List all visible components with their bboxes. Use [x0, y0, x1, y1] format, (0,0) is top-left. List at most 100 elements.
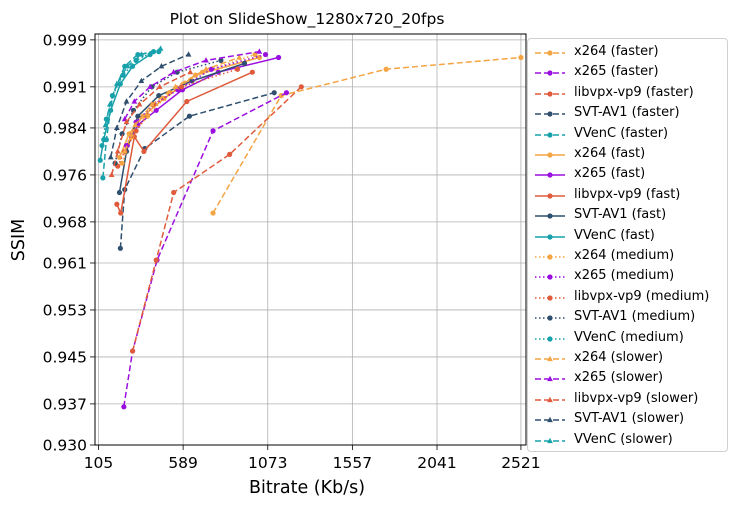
legend-marker: [547, 254, 553, 260]
chart-title: Plot on SlideShow_1280x720_20fps: [170, 10, 445, 29]
data-point: [157, 45, 164, 51]
legend-swatch: [535, 70, 565, 76]
grid: [95, 34, 526, 446]
series-x264-faster: [210, 54, 524, 216]
data-point: [114, 201, 120, 207]
legend-swatch: [535, 416, 565, 423]
series-libvpx-vp9-fast: [114, 69, 255, 216]
data-point: [119, 160, 125, 166]
legend-marker: [547, 91, 553, 97]
series-svt-av1-slower: [107, 51, 192, 160]
legend-marker: [547, 396, 553, 402]
data-point: [124, 63, 131, 69]
data-point: [298, 84, 304, 90]
data-point: [241, 60, 248, 66]
series-line: [110, 71, 191, 176]
data-point: [208, 66, 214, 72]
x-tick-label: 1557: [333, 454, 372, 472]
legend-swatch: [535, 172, 565, 178]
legend-label: libvpx-vp9 (fast): [574, 186, 681, 202]
data-point: [129, 348, 136, 354]
data-point: [256, 54, 262, 61]
data-point: [227, 151, 233, 157]
data-point: [203, 57, 209, 63]
data-point: [108, 171, 115, 177]
legend-label: SVT-AV1 (fast): [574, 207, 667, 223]
data-point: [187, 68, 194, 75]
data-point: [210, 210, 216, 216]
data-point: [131, 98, 138, 104]
series-line: [104, 47, 161, 126]
data-point: [107, 154, 114, 160]
data-point: [184, 98, 190, 105]
legend-label: libvpx-vp9 (medium): [574, 288, 710, 304]
legend-item: x264 (faster): [528, 42, 728, 62]
y-tick-label: 0.961: [43, 254, 87, 272]
data-point: [210, 128, 216, 134]
series-svt-av1-medium: [112, 57, 224, 166]
data-point: [156, 93, 162, 99]
data-point: [148, 101, 155, 107]
legend-swatch: [535, 91, 565, 97]
data-point: [123, 142, 130, 149]
series-line: [124, 50, 260, 120]
legend-item: x265 (slower): [528, 368, 728, 388]
series-line: [125, 53, 266, 146]
data-point: [234, 66, 241, 72]
legend-item: x264 (medium): [528, 246, 728, 266]
data-point: [156, 83, 163, 89]
y-axis-label: SSIM: [9, 219, 29, 261]
x-axis-label: Bitrate (Kb/s): [249, 478, 365, 498]
legend-marker: [547, 315, 553, 321]
data-point: [252, 51, 258, 58]
legend-swatch: [535, 152, 565, 158]
legend-label: VVenC (medium): [574, 329, 684, 345]
data-point: [113, 80, 120, 86]
x-tick-label: 105: [84, 454, 114, 472]
data-point: [121, 148, 128, 154]
legend-label: VVenC (fast): [574, 227, 655, 243]
data-point: [262, 51, 269, 58]
y-tick-label: 0.984: [43, 119, 87, 137]
x-tick-label: 2041: [417, 454, 456, 472]
legend-item: VVenC (faster): [528, 124, 728, 144]
series-line: [116, 71, 253, 216]
data-point: [153, 257, 159, 263]
data-point: [203, 65, 209, 72]
legend-swatch: [535, 213, 565, 219]
legend-item: VVenC (medium): [528, 328, 728, 348]
data-point: [178, 84, 185, 90]
legend-swatch: [535, 50, 565, 56]
data-point: [102, 121, 109, 128]
data-point: [132, 121, 139, 128]
legend-label: x264 (medium): [574, 248, 675, 263]
data-point: [100, 175, 106, 181]
y-tick-label: 0.945: [43, 348, 87, 366]
data-point: [283, 90, 290, 96]
legend-label: x264 (faster): [574, 44, 659, 59]
data-point: [138, 51, 145, 57]
legend-marker: [547, 131, 553, 138]
data-point: [107, 101, 113, 107]
data-point: [129, 63, 136, 69]
data-point: [120, 72, 126, 78]
series-line: [124, 56, 240, 152]
data-point: [113, 124, 120, 131]
data-point: [138, 77, 145, 84]
y-tick-label: 0.953: [43, 301, 87, 319]
legend-item: SVT-AV1 (slower): [528, 409, 728, 429]
legend-swatch: [535, 437, 565, 443]
data-point: [147, 83, 153, 89]
legend-marker: [547, 274, 553, 280]
y-tick-label: 0.937: [43, 395, 87, 413]
legend-swatch: [535, 295, 565, 301]
y-tick-label: 0.930: [43, 437, 87, 455]
legend-item: libvpx-vp9 (fast): [528, 185, 728, 205]
legend-item: libvpx-vp9 (faster): [528, 83, 728, 103]
series-line: [123, 92, 287, 407]
legend-label: VVenC (faster): [574, 125, 669, 141]
data-point: [271, 90, 277, 96]
legend-label: x264 (slower): [574, 350, 664, 365]
series-libvpx-vp9-slower: [108, 68, 194, 177]
data-point: [123, 118, 130, 125]
